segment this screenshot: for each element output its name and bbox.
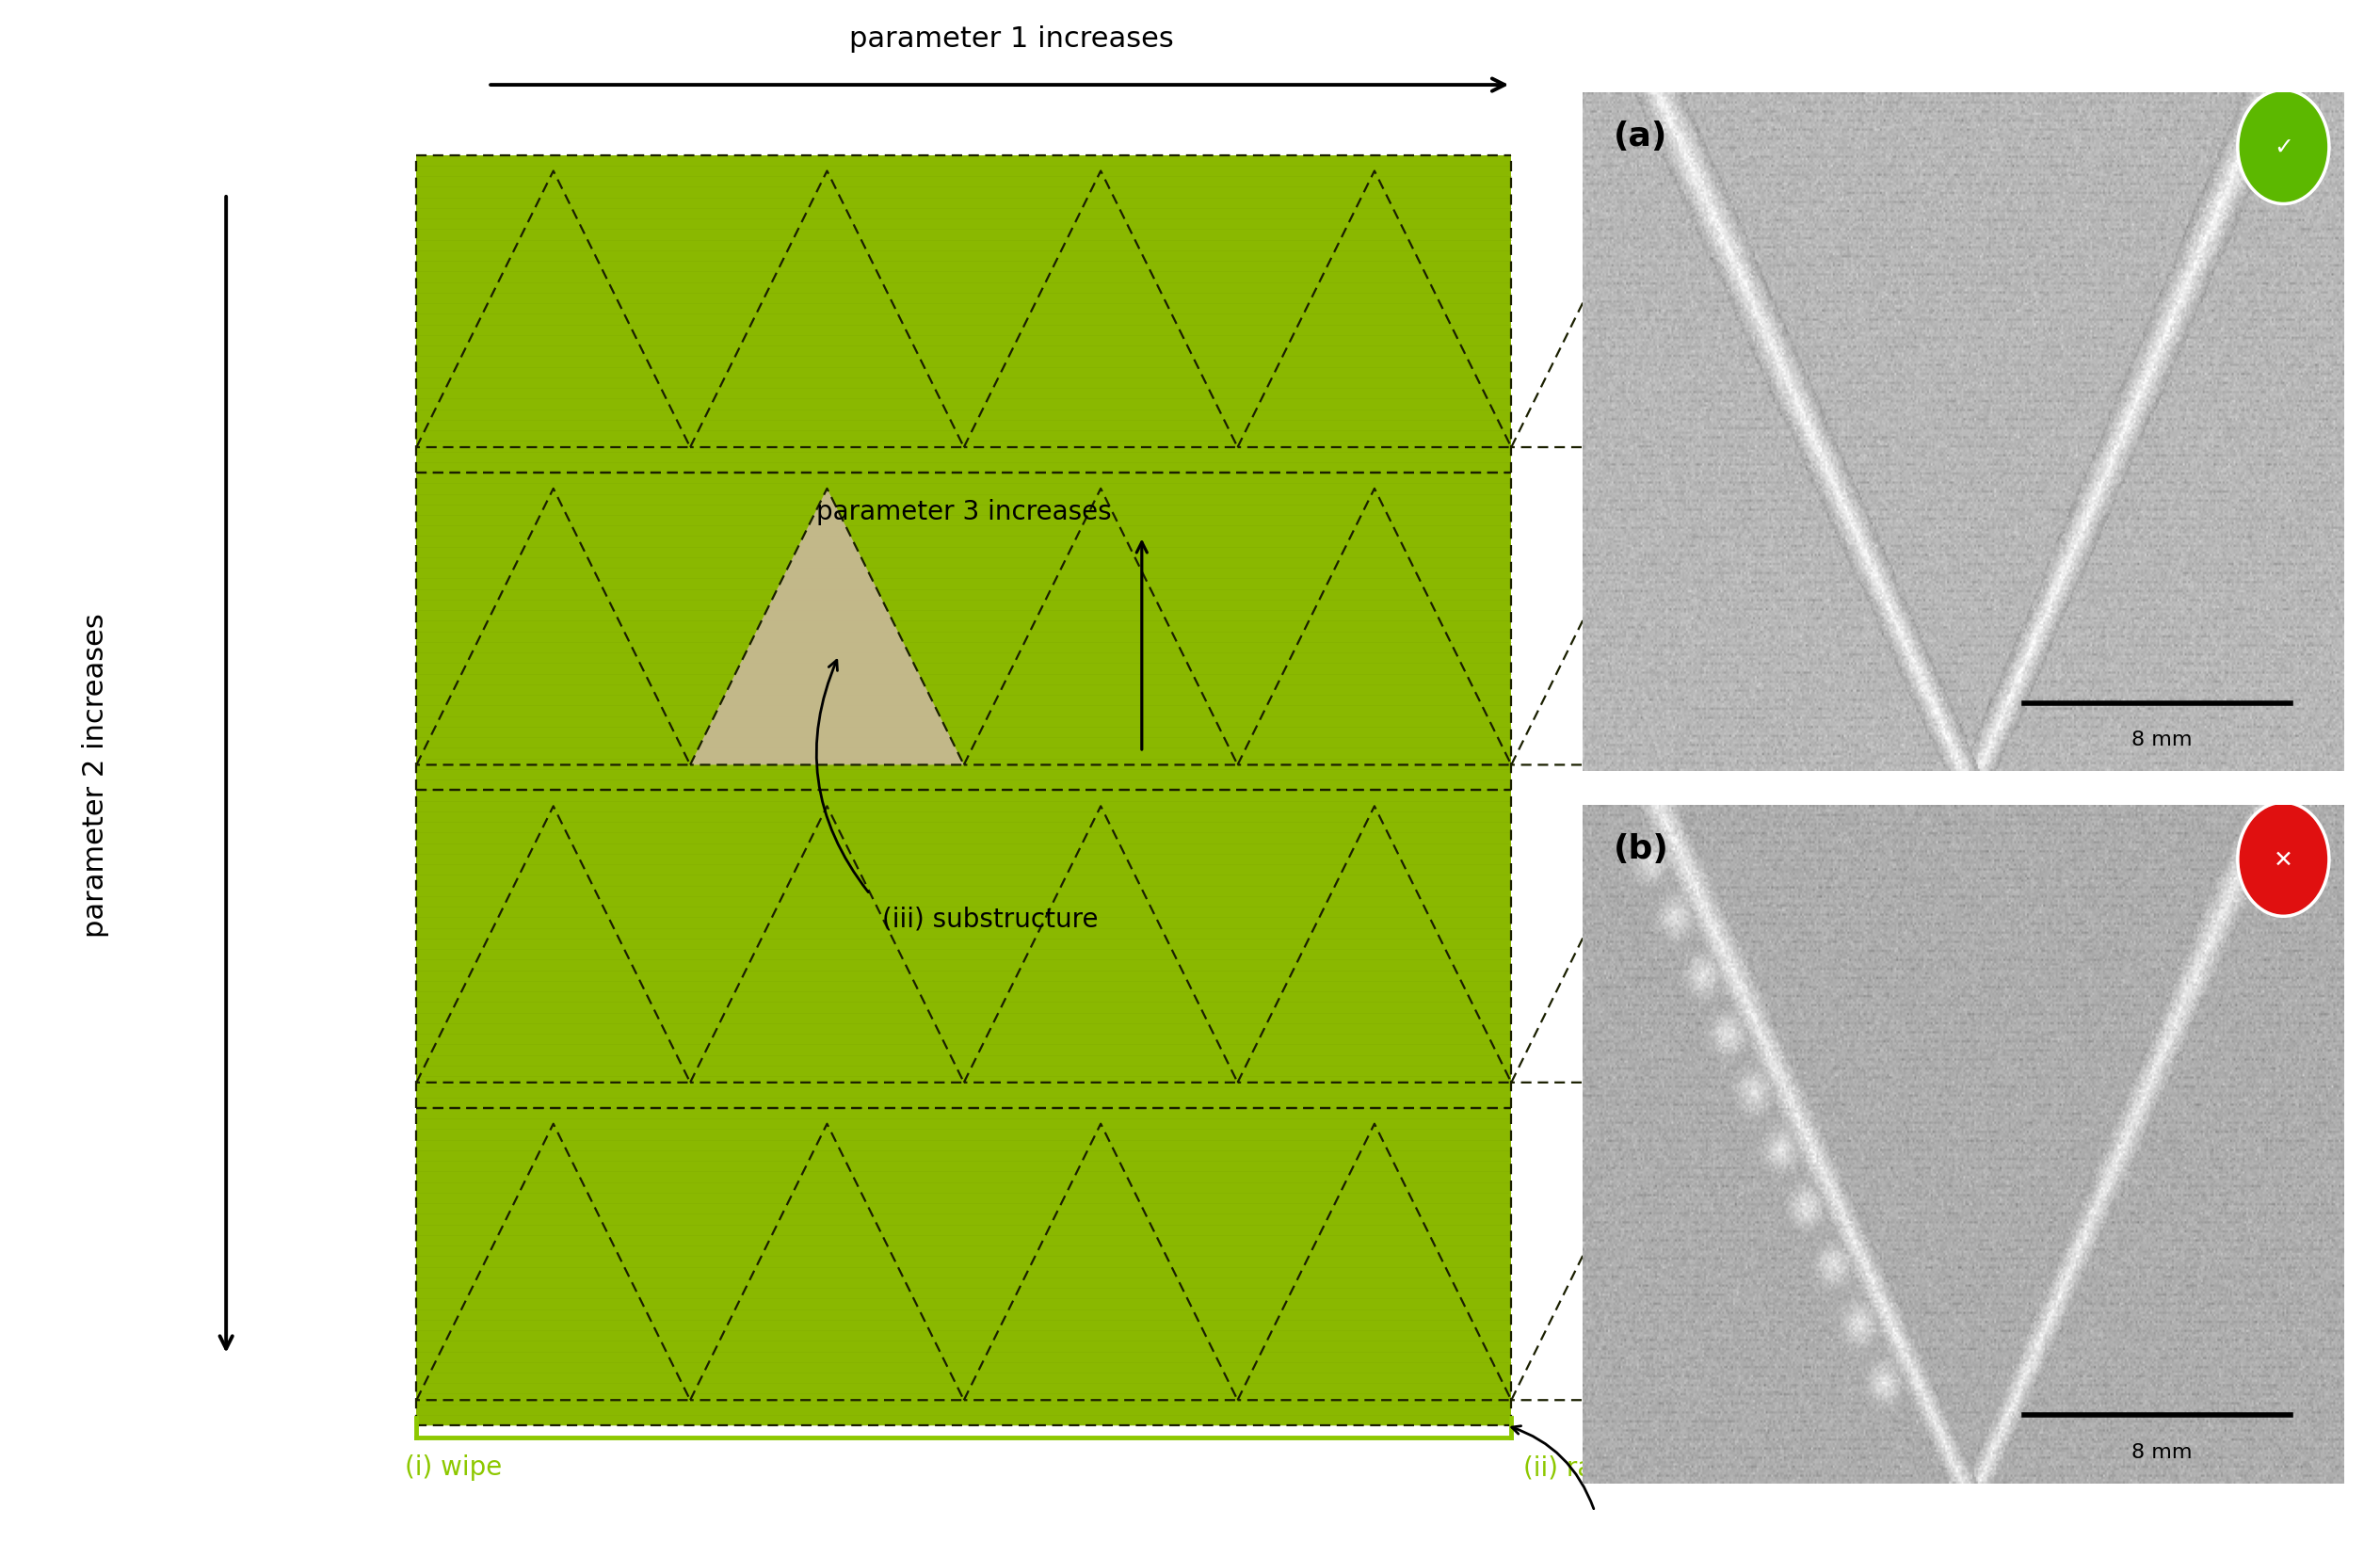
Bar xyxy=(416,156,1511,1426)
Ellipse shape xyxy=(2237,90,2330,204)
Text: (i) wipe: (i) wipe xyxy=(405,1454,502,1480)
Text: 8 mm: 8 mm xyxy=(2130,1443,2192,1461)
Text: (b): (b) xyxy=(1614,832,1668,865)
Text: (ii) raft: (ii) raft xyxy=(1523,1454,1611,1480)
Text: ✕: ✕ xyxy=(2273,849,2294,871)
Ellipse shape xyxy=(2237,802,2330,916)
Text: (a): (a) xyxy=(1614,120,1666,153)
Text: 8 mm: 8 mm xyxy=(2130,731,2192,749)
Text: (iii) substructure: (iii) substructure xyxy=(881,905,1097,932)
Text: parameter 1 increases: parameter 1 increases xyxy=(850,25,1173,53)
Text: parameter 2 increases: parameter 2 increases xyxy=(81,612,109,938)
Polygon shape xyxy=(690,489,964,765)
Text: parameter 3 increases: parameter 3 increases xyxy=(816,499,1111,525)
Text: ✓: ✓ xyxy=(2273,137,2294,159)
